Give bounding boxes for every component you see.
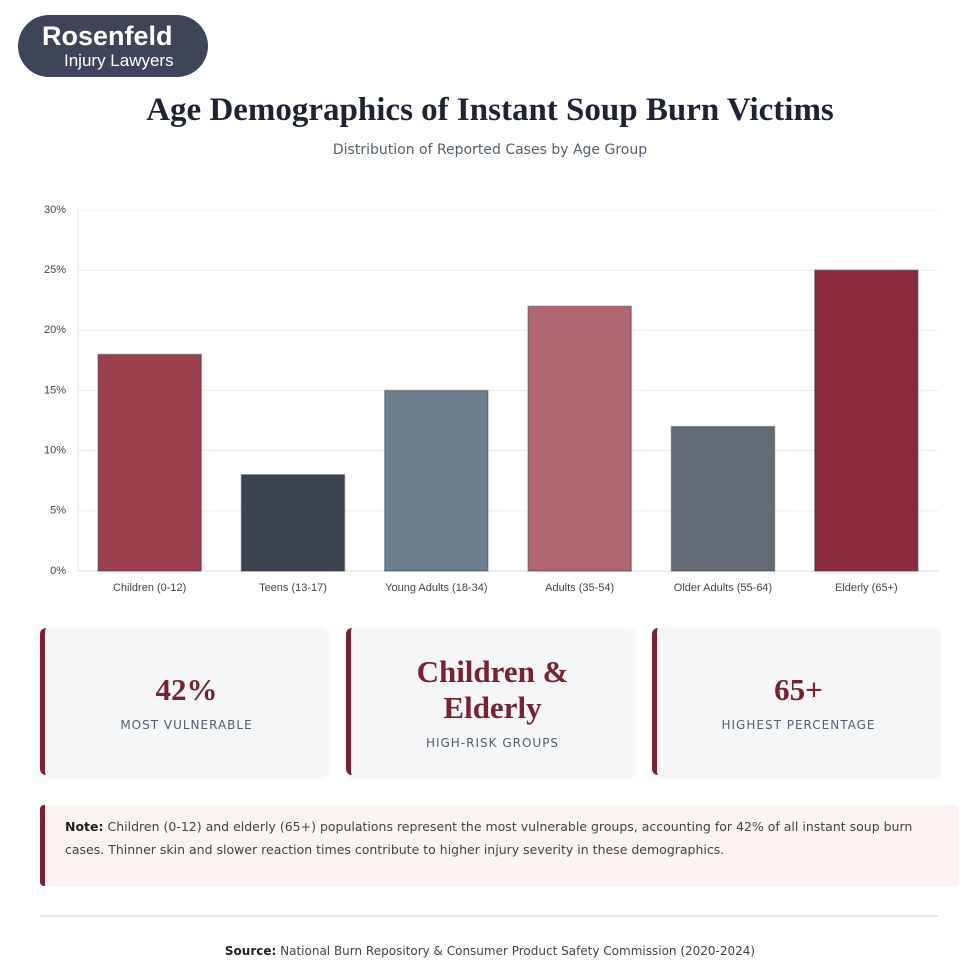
source-text: National Burn Repository & Consumer Prod… [280, 944, 756, 958]
logo-name: Rosenfeld [42, 21, 173, 51]
y-tick-label: 20% [44, 324, 66, 336]
x-tick-label: Elderly (65+) [835, 582, 898, 594]
note-text: Children (0-12) and elderly (65+) popula… [65, 819, 913, 857]
bar [97, 353, 203, 572]
chart-subtitle: Distribution of Reported Cases by Age Gr… [332, 142, 648, 158]
bar [383, 389, 489, 572]
x-tick-label: Older Adults (55-64) [674, 582, 772, 594]
bar [813, 269, 919, 572]
stat-card: Children & Elderly HIGH-RISK GROUPS [346, 628, 634, 775]
y-tick-label: 15% [44, 384, 66, 396]
y-tick-label: 0% [50, 565, 66, 577]
y-tick-label: 10% [44, 445, 66, 457]
x-tick-label: Adults (35-54) [545, 582, 614, 594]
bar [240, 473, 346, 572]
y-tick-label: 30% [44, 204, 66, 216]
logo: Rosenfeld Injury Lawyers [18, 15, 208, 77]
stat-value: Children & Elderly [416, 653, 569, 725]
x-tick-label: Children (0-12) [113, 582, 186, 594]
logo-tagline: Injury Lawyers [64, 51, 174, 70]
source: Source: National Burn Repository & Consu… [0, 944, 980, 958]
stat-label: MOST VULNERABLE [120, 717, 253, 732]
bar [527, 305, 633, 572]
divider [40, 915, 938, 917]
note: Note: Children (0-12) and elderly (65+) … [40, 805, 959, 886]
chart-title: Age Demographics of Instant Soup Burn Vi… [146, 92, 834, 128]
stat-label: HIGH-RISK GROUPS [425, 735, 560, 750]
stat-card: 65+ HIGHEST PERCENTAGE [652, 628, 940, 775]
source-label: Source: [224, 944, 277, 958]
note-label: Note: [65, 819, 104, 834]
stat-label: HIGHEST PERCENTAGE [721, 717, 876, 732]
x-tick-label: Teens (13-17) [259, 582, 327, 594]
bar [670, 425, 776, 572]
y-tick-label: 5% [50, 505, 66, 517]
stat-card: 42% MOST VULNERABLE [40, 628, 328, 775]
chart: 0% 5% 10% 15% 20% 25% 30% Children (0-12) Teens … [44, 204, 938, 594]
x-tick-label: Young Adults (18-34) [385, 582, 487, 594]
stat-value: 42% [155, 671, 218, 707]
stat-value: 65+ [774, 671, 823, 707]
y-tick-label: 25% [44, 264, 66, 276]
